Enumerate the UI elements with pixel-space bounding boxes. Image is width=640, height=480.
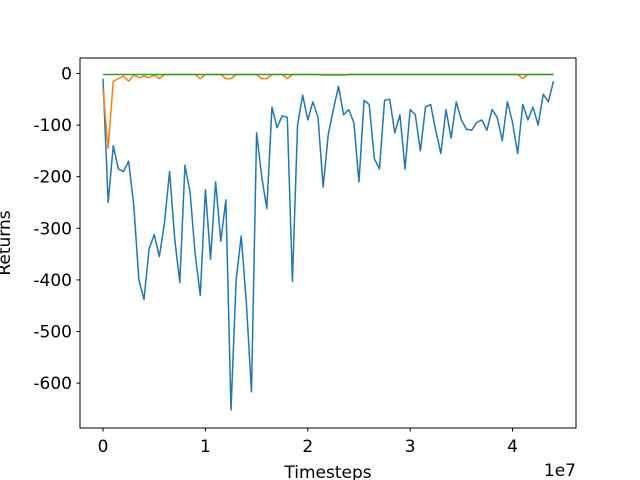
x-tick-label: 3 (405, 437, 416, 457)
y-tick-label: -300 (33, 219, 72, 239)
y-axis-label: Returns (0, 210, 15, 275)
plot-frame (79, 57, 577, 429)
x-offset-label: 1e7 (544, 461, 576, 480)
x-tick-label: 4 (507, 437, 518, 457)
series-line (102, 78, 555, 411)
y-tick-label: -400 (33, 271, 72, 291)
x-tick-label: 2 (302, 437, 313, 457)
series-line (103, 73, 554, 76)
y-tick-label: -100 (33, 116, 72, 136)
y-tick-label: -600 (33, 374, 72, 394)
x-axis-label: Timesteps (283, 463, 371, 480)
y-tick-label: 0 (61, 64, 72, 84)
x-tick-label: 0 (98, 437, 109, 457)
y-tick-label: -500 (33, 323, 72, 343)
x-tick-label: 1 (200, 437, 211, 457)
y-tick-label: -200 (33, 168, 72, 188)
